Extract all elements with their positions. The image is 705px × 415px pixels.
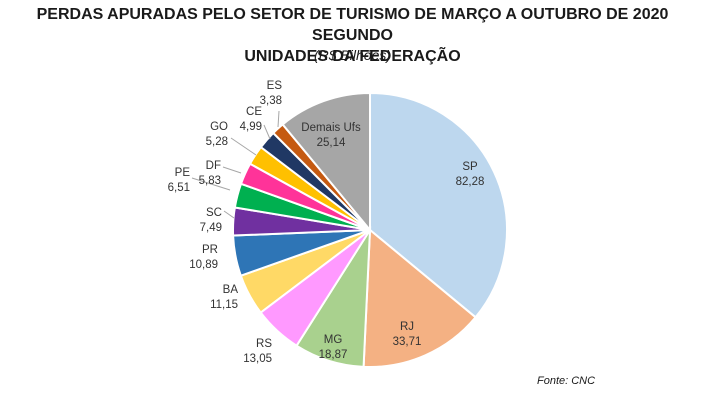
leader-line-pe [191, 177, 231, 191]
slice-label-sp: SP [462, 161, 478, 173]
slice-label-es: ES [267, 80, 283, 92]
slice-value-demais-ufs: 25,14 [317, 137, 346, 149]
pie-slice-rj [362, 227, 477, 368]
slice-label-ba: BA [223, 284, 239, 296]
leader-line-ce [263, 124, 271, 140]
leader-line-go [230, 137, 257, 156]
slice-value-sp: 82,28 [456, 176, 485, 188]
chart-title-line2: UNIDADES DA FEDERAÇÃO [244, 48, 461, 65]
slice-label-pr: PR [202, 244, 218, 256]
slice-label-df: DF [206, 160, 221, 172]
slice-label-rs: RS [256, 338, 272, 350]
chart-source: Fonte: CNC [537, 375, 596, 387]
pie-slice-sp [369, 91, 508, 319]
slice-value-go: 5,28 [206, 136, 228, 148]
chart-title-line1: PERDAS APURADAS PELO SETOR DE TURISMO DE… [36, 6, 669, 44]
slice-label-mg: MG [324, 334, 343, 346]
slice-value-rs: 13,05 [243, 353, 272, 365]
slice-label-pe: PE [175, 167, 191, 179]
slice-label-demais-ufs: Demais Ufs [301, 122, 361, 134]
slice-value-rj: 33,71 [393, 336, 422, 348]
chart-subtitle: (R$ Bilhões) [313, 47, 392, 63]
slice-value-pr: 10,89 [189, 259, 218, 271]
pie-slice-demais-ufs [281, 91, 371, 233]
slice-label-ce: CE [246, 106, 262, 118]
leader-line-es [277, 110, 280, 128]
slice-label-go: GO [210, 121, 228, 133]
leader-line-df [222, 166, 242, 174]
leader-line-sc [223, 210, 235, 219]
slice-value-mg: 18,87 [319, 349, 348, 361]
slice-value-ba: 11,15 [210, 299, 238, 311]
chart-title: PERDAS APURADAS PELO SETOR DE TURISMO DE… [0, 4, 705, 67]
slice-value-sc: 7,49 [200, 222, 222, 234]
slice-label-rj: RJ [400, 321, 414, 333]
slice-label-sc: SC [206, 207, 222, 219]
slice-value-es: 3,38 [260, 95, 282, 107]
slice-value-pe: 6,51 [168, 182, 190, 194]
slice-value-ce: 4,99 [240, 121, 262, 133]
slice-value-df: 5,83 [199, 175, 221, 187]
